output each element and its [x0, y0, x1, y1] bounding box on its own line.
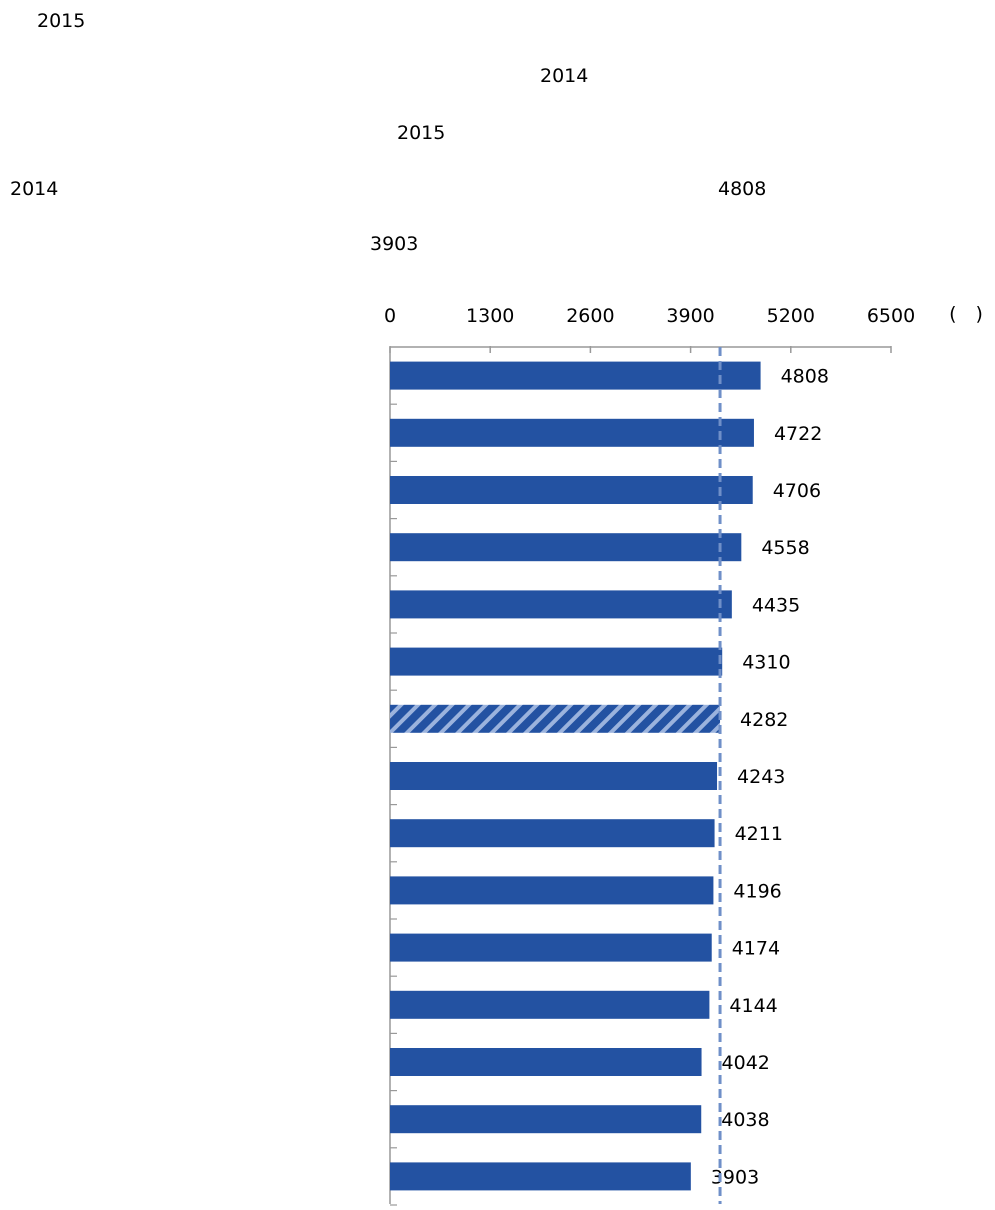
bar — [390, 933, 712, 962]
intro-text-line4-right: 4808 — [718, 178, 767, 200]
bar-value-label: 4211 — [735, 823, 783, 845]
bar — [390, 1105, 702, 1134]
bar — [390, 704, 721, 733]
bar — [390, 647, 723, 676]
bar — [390, 990, 710, 1019]
bar-value-label: 3903 — [711, 1166, 759, 1188]
intro-text-line4-left: 2014 — [10, 178, 59, 200]
bar-value-label: 4310 — [742, 652, 790, 674]
bar-value-label: 4144 — [729, 995, 777, 1017]
x-tick-label: 1300 — [466, 305, 514, 327]
intro-text-line2: 2014 — [540, 65, 589, 87]
x-tick-label: 0 — [384, 305, 396, 327]
intro-text-line5: 3903 — [370, 233, 419, 255]
x-tick-label: 6500 — [867, 305, 915, 327]
bar — [390, 418, 754, 447]
bar-value-label: 4558 — [761, 537, 809, 559]
bar — [390, 1048, 702, 1076]
bar — [390, 361, 761, 390]
bar-value-label: 4042 — [722, 1052, 770, 1074]
x-tick-label: 2600 — [566, 305, 614, 327]
bar — [390, 876, 714, 905]
bar-value-label: 4282 — [740, 709, 788, 731]
bar — [390, 819, 715, 848]
bar-value-label: 4174 — [732, 938, 780, 960]
bar-value-label: 4722 — [774, 423, 822, 445]
intro-text-line3: 2015 — [397, 122, 446, 144]
x-tick-label: 3900 — [666, 305, 714, 327]
bar-value-label: 4038 — [721, 1109, 769, 1131]
bar — [390, 1162, 691, 1191]
bar — [390, 533, 742, 562]
bar — [390, 476, 753, 504]
bar-value-label: 4243 — [737, 766, 785, 788]
bar-value-label: 4706 — [773, 480, 821, 502]
bar-value-label: 4196 — [733, 880, 781, 902]
intro-text-line1: 2015 — [37, 10, 86, 32]
bar — [390, 590, 732, 619]
x-tick-label: 5200 — [767, 305, 815, 327]
bar-value-label: 4435 — [752, 594, 800, 616]
bar — [390, 762, 718, 790]
x-unit-label: ( ) — [949, 303, 983, 325]
bar-value-label: 4808 — [781, 366, 829, 388]
